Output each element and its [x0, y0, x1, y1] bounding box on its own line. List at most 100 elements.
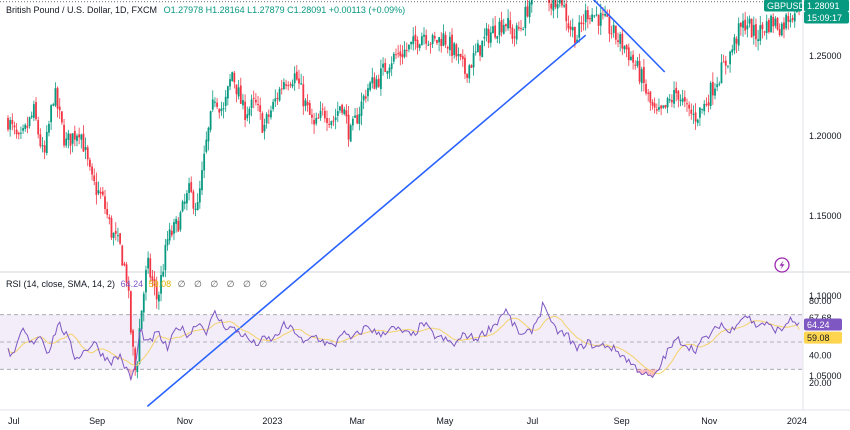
candle-down	[7, 117, 9, 130]
candle-up	[30, 115, 33, 118]
candle-down	[11, 119, 14, 125]
candle-down	[153, 279, 156, 286]
candle-up	[703, 103, 706, 112]
candle-down	[670, 99, 673, 103]
candle-up	[136, 363, 139, 372]
time-tick-label: 2024	[787, 416, 807, 426]
candle-down	[254, 99, 257, 103]
candle-down	[108, 217, 111, 220]
candle-up	[80, 134, 83, 140]
candle-up	[358, 114, 361, 124]
candle-up	[194, 208, 197, 211]
candle-down	[177, 220, 180, 232]
candle-up	[168, 229, 171, 241]
candle-down	[233, 72, 236, 83]
candle-down	[724, 60, 727, 66]
candle-down	[580, 22, 583, 25]
candle-down	[347, 114, 350, 140]
candle-up	[483, 36, 486, 39]
candle-up	[76, 135, 78, 141]
candle-down	[69, 133, 72, 146]
candle-up	[330, 121, 333, 125]
candle-down	[13, 125, 16, 128]
candle-down	[677, 90, 680, 100]
candle-up	[496, 36, 499, 39]
candle-down	[373, 77, 376, 90]
candle-down	[647, 92, 650, 94]
candle-down	[110, 218, 113, 238]
candle-down	[99, 192, 102, 194]
candle-up	[237, 87, 240, 97]
time-tick-label: Mar	[349, 416, 365, 426]
candle-up	[369, 82, 372, 91]
candle-up	[780, 23, 783, 36]
candle-up	[319, 110, 322, 118]
candle-up	[164, 245, 167, 271]
candle-up	[24, 124, 27, 129]
lightning-icon[interactable]	[774, 257, 790, 273]
candle-down	[597, 14, 600, 26]
candle-down	[487, 28, 490, 44]
candle-down	[235, 84, 238, 95]
candle-down	[114, 230, 117, 234]
ohlc-values: O1.27978 H1.28164 L1.27879 C1.28091 +0.0…	[163, 5, 406, 15]
candle-up	[214, 101, 216, 103]
candle-down	[341, 104, 344, 113]
rsi-header[interactable]: RSI (14, close, SMA, 14, 2) 64.24 59.08 …	[6, 279, 270, 290]
trendline-ascending[interactable]	[146, 34, 587, 408]
candle-up	[474, 51, 477, 53]
candle-up	[117, 235, 119, 237]
candle-down	[675, 87, 678, 94]
candle-down	[395, 54, 397, 56]
price-axis[interactable]: 1.300001.250001.200001.150001.100001.050…	[809, 0, 842, 381]
drawing-lines[interactable]	[0, 0, 803, 408]
candle-up	[679, 99, 682, 102]
rsi-oversold-fill	[127, 369, 660, 380]
candle-down	[132, 330, 134, 347]
candle-up	[349, 125, 352, 142]
candle-up	[166, 239, 169, 246]
candle-down	[26, 125, 29, 128]
candle-down	[761, 24, 764, 30]
candle-up	[367, 88, 369, 97]
candle-up	[67, 133, 70, 140]
candle-down	[280, 88, 283, 90]
candle-down	[569, 26, 572, 30]
time-axis[interactable]: Jul Sep Nov 2023 Mar May Jul Sep Nov 2024	[8, 416, 807, 426]
candle-down	[399, 51, 402, 57]
candle-up	[595, 14, 598, 16]
candle-down	[561, 0, 563, 6]
trendline-descending[interactable]	[547, 0, 666, 73]
candle-down	[119, 233, 121, 244]
candle-up	[140, 310, 143, 330]
candle-down	[345, 110, 348, 117]
candle-up	[403, 49, 406, 57]
symbol-title: British Pound / U.S. Dollar, 1D, FXCM	[6, 5, 158, 15]
candle-down	[707, 102, 710, 106]
candle-down	[573, 26, 576, 44]
candle-up	[246, 114, 249, 119]
candle-down	[567, 23, 570, 29]
candle-down	[444, 34, 447, 45]
candle-up	[423, 34, 425, 37]
candle-down	[285, 84, 287, 86]
rsi-tag-bg	[804, 318, 842, 331]
candle-down	[414, 34, 417, 41]
candle-up	[476, 43, 479, 53]
candle-up	[380, 68, 382, 90]
candle-down	[311, 114, 313, 118]
candle-down	[755, 24, 757, 40]
candle-up	[420, 36, 423, 46]
candle-up	[9, 120, 12, 130]
candle-down	[397, 53, 400, 55]
candle-up	[765, 21, 768, 33]
candle-up	[481, 40, 484, 58]
candle-down	[763, 31, 766, 33]
candle-up	[770, 15, 772, 33]
candle-up	[354, 115, 356, 118]
candle-down	[513, 36, 516, 38]
candle-down	[526, 6, 529, 17]
candle-down	[436, 39, 438, 44]
candle-up	[272, 101, 275, 110]
